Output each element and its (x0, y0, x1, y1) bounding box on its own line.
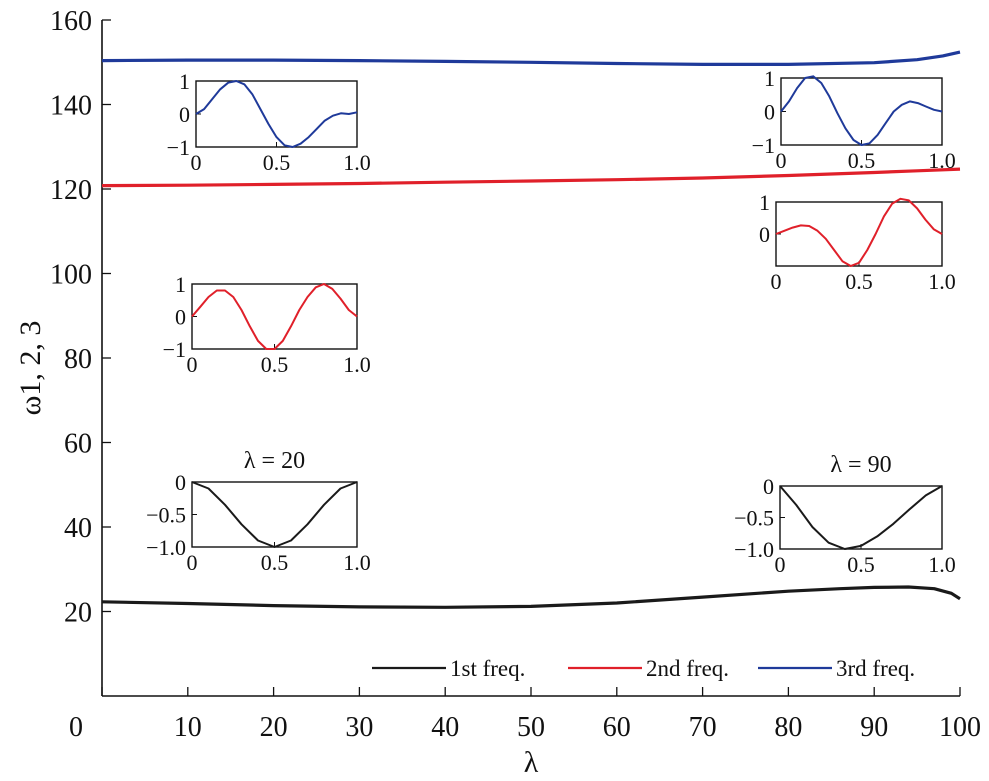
inset-y-tick-label: −1 (752, 133, 775, 158)
inset-y-tick-label: 0 (763, 474, 774, 499)
inset-series-line (775, 197, 943, 267)
inset-frame (191, 481, 358, 548)
y-tick-label: 40 (64, 513, 92, 544)
inset-series-line (780, 75, 943, 146)
x-tick-label: 40 (431, 712, 459, 743)
inset-x-tick-label: 0.5 (847, 552, 875, 577)
inset-x-tick-label: 0 (776, 148, 787, 173)
inset-series-line (191, 283, 358, 350)
inset-y-tick-label: −1 (167, 135, 190, 160)
x-tick-label: 60 (603, 712, 631, 743)
y-tick-label: 20 (64, 598, 92, 629)
y-tick-label: 120 (50, 175, 92, 206)
inset-title: λ = 20 (244, 448, 305, 474)
inset-y-tick-label: 1 (764, 66, 775, 91)
inset-y-tick-label: 1 (179, 69, 190, 94)
x-tick-label: 50 (517, 712, 545, 743)
inset-x-tick-label: 1.0 (343, 150, 371, 175)
legend-label: 1st freq. (450, 656, 525, 681)
inset-y-tick-label: −1.0 (146, 535, 186, 560)
inset-x-tick-label: 0 (187, 352, 198, 377)
main-plot: 0 10 20 30 40 50 60 70 80 90 100204060801001201401… (14, 6, 981, 779)
inset-y-tick-label: −1.0 (734, 537, 774, 562)
y-tick-label: 100 (50, 260, 92, 291)
y-tick-label: 160 (50, 6, 92, 37)
inset-series-line (195, 80, 358, 148)
inset-series-line (779, 485, 943, 550)
inset-y-tick-label: −0.5 (734, 506, 774, 531)
x-tick-label: 20 (260, 712, 288, 743)
inset-y-tick-label: 0 (179, 102, 190, 127)
inset-x-tick-label: 0.5 (845, 269, 873, 294)
inset-y-tick-label: 0 (175, 470, 186, 495)
series-line (101, 50, 961, 66)
legend-label: 2nd freq. (646, 656, 729, 681)
inset-series-line (191, 481, 358, 548)
inset-y-tick-label: 0 (175, 305, 186, 330)
inset-x-tick-label: 1.0 (343, 352, 371, 377)
x-tick-label: 10 (174, 712, 202, 743)
inset-plot: 0 0.5 1.00−0.5−1.0λ = 90 (734, 452, 956, 577)
inset-frame (779, 485, 943, 550)
inset-x-tick-label: 0 (775, 552, 786, 577)
inset-frame (775, 201, 943, 267)
y-axis-label: ω1, 2, 3 (14, 321, 47, 416)
inset-title: λ = 90 (830, 452, 891, 478)
inset-x-tick-label: 0.5 (261, 352, 289, 377)
inset-y-tick-label: 0 (764, 100, 775, 125)
x-axis-label: λ (524, 746, 539, 779)
legend: 1st freq. 2nd freq. 3rd freq. (372, 656, 915, 681)
inset-x-tick-label: 0.5 (848, 148, 876, 173)
x-tick-label: 70 (689, 712, 717, 743)
inset-y-tick-label: −1 (163, 337, 186, 362)
inset-frame (191, 283, 358, 350)
y-tick-label: 60 (64, 429, 92, 460)
inset-x-tick-label: 0.5 (261, 550, 289, 575)
inset-plot: 0 0.5 1.010−1 (163, 272, 371, 377)
inset-y-tick-label: 1 (759, 190, 770, 215)
inset-y-tick-label: −0.5 (146, 503, 186, 528)
inset-x-tick-label: 1.0 (928, 148, 956, 173)
inset-x-tick-label: 0 (771, 269, 782, 294)
inset-x-tick-label: 1.0 (928, 269, 956, 294)
inset-y-tick-label: 0 (759, 222, 770, 247)
series-line (101, 167, 961, 188)
x-tick-label: 30 (345, 712, 373, 743)
x-tick-label: 90 (860, 712, 888, 743)
inset-plot: 0 0.5 1.00−0.5−1.0λ = 20 (146, 448, 371, 575)
inset-plot: 0 0.5 1.010−1 (752, 66, 956, 173)
inset-x-tick-label: 1.0 (343, 550, 371, 575)
inset-y-tick-label: 1 (175, 272, 186, 297)
y-tick-label: 80 (64, 344, 92, 375)
inset-x-tick-label: 0.5 (263, 150, 291, 175)
legend-label: 3rd freq. (836, 656, 915, 681)
y-tick-label: 140 (50, 91, 92, 122)
x-tick-label: 80 (774, 712, 802, 743)
inset-x-tick-label: 1.0 (928, 552, 956, 577)
inset-frame (780, 77, 943, 146)
inset-plot: 0 0.5 1.0 1 0 (759, 190, 956, 294)
x-tick-label: 0 (69, 712, 83, 743)
inset-plot: 0 0.5 1.010−1 (167, 69, 371, 175)
series-line (101, 585, 961, 609)
x-tick-label: 100 (939, 712, 981, 743)
inset-x-tick-label: 0 (187, 550, 198, 575)
inset-x-tick-label: 0 (191, 150, 202, 175)
